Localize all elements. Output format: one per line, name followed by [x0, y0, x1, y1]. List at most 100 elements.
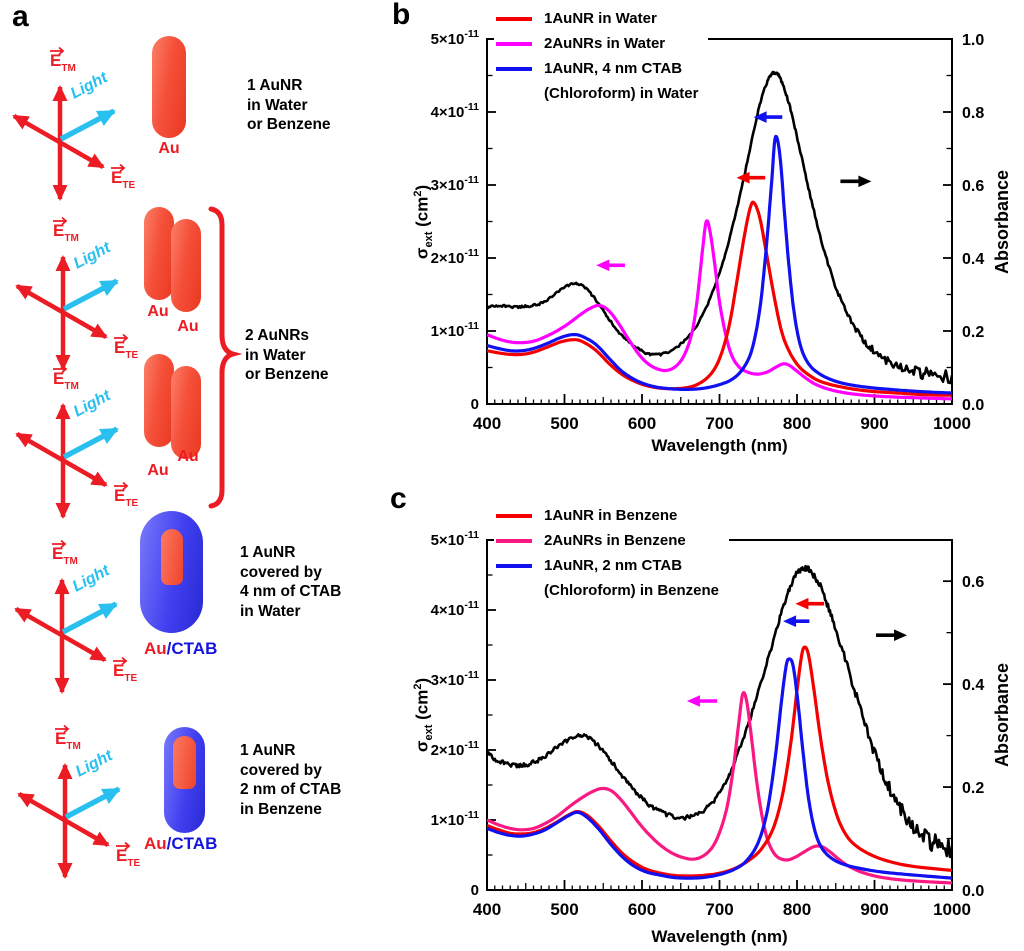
- legend-row: (Chloroform) in Water: [496, 81, 698, 106]
- ete-overline-arrow: [111, 163, 126, 173]
- panel-b-label: b: [392, 0, 411, 31]
- ete-overline-arrow: [114, 333, 129, 343]
- left-tick-label-b: 3×10-11: [431, 174, 480, 194]
- right-tick-label-b: 0.6: [962, 178, 984, 195]
- etm-label: ETM: [53, 221, 79, 244]
- caption-1aunr-water-benzene: 1 AuNR in Water or Benzene: [247, 77, 331, 133]
- etm-label: ETM: [52, 544, 78, 567]
- left-tick-label-c: 4×10-11: [431, 599, 480, 619]
- right-tick-label-b: 0.0: [962, 397, 984, 414]
- legend-swatch: [496, 41, 532, 46]
- x-tick-label-c: 900: [860, 900, 888, 919]
- legend-label: 1AuNR in Benzene: [544, 507, 678, 524]
- axes-b: 400 500 600 700 800 900 1000 5×10-11 4×10-11 3×10…: [431, 28, 985, 433]
- x-tick-label-c: 1000: [933, 900, 971, 919]
- x-tick-label-c: 800: [783, 900, 811, 919]
- curve-absorbance: [487, 564, 952, 859]
- units-close: ): [412, 184, 432, 191]
- sigma-symbol: σ: [412, 247, 432, 260]
- au-label-1: Au: [158, 140, 180, 157]
- x-tick-label-c: 500: [550, 900, 578, 919]
- ete-vector: [12, 114, 105, 169]
- right-tick-label-b: 0.2: [962, 324, 984, 341]
- x-tick-label-b: 400: [473, 414, 501, 433]
- field-vectors: ETM Light ETE: [15, 364, 138, 519]
- panel-c-label: c: [390, 482, 407, 515]
- legend-row: 1AuNR in Benzene: [496, 503, 719, 528]
- left-tick-label-c: 2×10-11: [431, 739, 480, 759]
- annotation-arrow-left: [783, 615, 810, 627]
- au-label-2a: Au: [147, 303, 169, 320]
- legend-row: 1AuNR, 2 nm CTAB: [496, 553, 719, 578]
- curly-brace: [208, 206, 243, 509]
- ete-vector: [15, 432, 108, 487]
- legend-label: 1AuNR, 2 nm CTAB: [544, 557, 683, 574]
- etm-overline-arrow: [50, 46, 65, 56]
- units-exponent: 2: [412, 683, 424, 690]
- legend-swatch: [496, 66, 532, 71]
- light-vector: [62, 278, 119, 312]
- right-tick-label-c: 0.0: [962, 883, 984, 900]
- au-label-3b: Au: [177, 448, 199, 465]
- etm-overline-arrow: [53, 216, 68, 226]
- vector-cross-3: ETM Light ETE: [3, 363, 153, 558]
- sigma-subscript: ext: [423, 724, 436, 741]
- legend-label: (Chloroform) in Water: [544, 85, 699, 102]
- legend-swatch: [496, 513, 532, 518]
- x-tick-label-c: 700: [705, 900, 733, 919]
- right-tick-label-b: 0.8: [962, 105, 984, 122]
- annotation-arrow-left: [795, 597, 825, 610]
- annotation-arrow-left: [753, 111, 783, 123]
- left-tick-label-b: 2×10-11: [431, 247, 480, 267]
- curve-1aunr-in-water: [487, 200, 952, 397]
- au-part: Au: [144, 639, 167, 658]
- light-vector: [61, 601, 118, 635]
- right-tick-label-c: 0.2: [962, 780, 984, 797]
- legend-label: 1AuNR in Water: [544, 10, 657, 27]
- light-vector: [62, 426, 119, 460]
- gold-nanorod-2a: [144, 207, 174, 300]
- au-ctab-label-5: Au/CTAB: [144, 834, 217, 854]
- right-tick-label-b: 1.0: [962, 32, 984, 49]
- legend-swatch: [496, 563, 532, 568]
- gold-nanorod-1: [152, 36, 186, 138]
- ctab-part: /CTAB: [166, 639, 218, 658]
- units-exponent: 2: [412, 190, 424, 197]
- legend-label: (Chloroform) in Benzene: [544, 582, 719, 599]
- annotation-arrow-left: [686, 695, 718, 707]
- panel-c-xaxis-title: Wavelength (nm): [651, 927, 788, 946]
- panel-b-xaxis-title: Wavelength (nm): [651, 436, 788, 455]
- field-vectors: ETM Light ETE: [17, 724, 140, 879]
- legend-row: 1AuNR in Water: [496, 6, 698, 31]
- curve-1aunr-4-nm-ctab-chloroform-in-water: [487, 134, 952, 395]
- gold-nanorod-2b: [171, 219, 201, 312]
- x-tick-label-b: 600: [628, 414, 656, 433]
- panel-a-label: a: [12, 0, 29, 33]
- left-tick-label-c: 5×10-11: [431, 529, 480, 549]
- panel-c-legend: 1AuNR in Benzene 2AuNRs in Benzene 1AuNR, …: [494, 501, 729, 605]
- field-vectors: ETM Light ETE: [14, 539, 137, 694]
- gold-core-2nm: [173, 736, 196, 789]
- legend-swatch: [496, 16, 532, 21]
- x-tick-label-b: 700: [705, 414, 733, 433]
- vector-cross-5: ETM Light ETE: [5, 723, 155, 918]
- left-tick-label-b: 0: [471, 396, 479, 413]
- legend-swatch: [496, 538, 532, 543]
- x-tick-label-c: 400: [473, 900, 501, 919]
- ete-label: ETE: [113, 661, 137, 684]
- au-label-2b: Au: [177, 318, 199, 335]
- etm-label: ETM: [55, 729, 81, 752]
- ete-label: ETE: [114, 486, 138, 509]
- panel-c-plot: 400 500 600 700 800 900 1000 5×10-11 4×10-11 3×10…: [390, 487, 1024, 951]
- curve-absorbance: [487, 70, 952, 385]
- ete-overline-arrow: [114, 481, 129, 491]
- right-tick-label-b: 0.4: [962, 251, 984, 268]
- x-tick-label-b: 900: [860, 414, 888, 433]
- left-tick-label-c: 1×10-11: [431, 809, 480, 829]
- left-tick-label-b: 1×10-11: [431, 320, 480, 340]
- ete-vector: [17, 792, 110, 847]
- right-tick-label-c: 0.6: [962, 574, 984, 591]
- left-tick-label-b: 5×10-11: [431, 28, 480, 48]
- legend-label: 2AuNRs in Water: [544, 35, 666, 52]
- au-label-3a: Au: [147, 462, 169, 479]
